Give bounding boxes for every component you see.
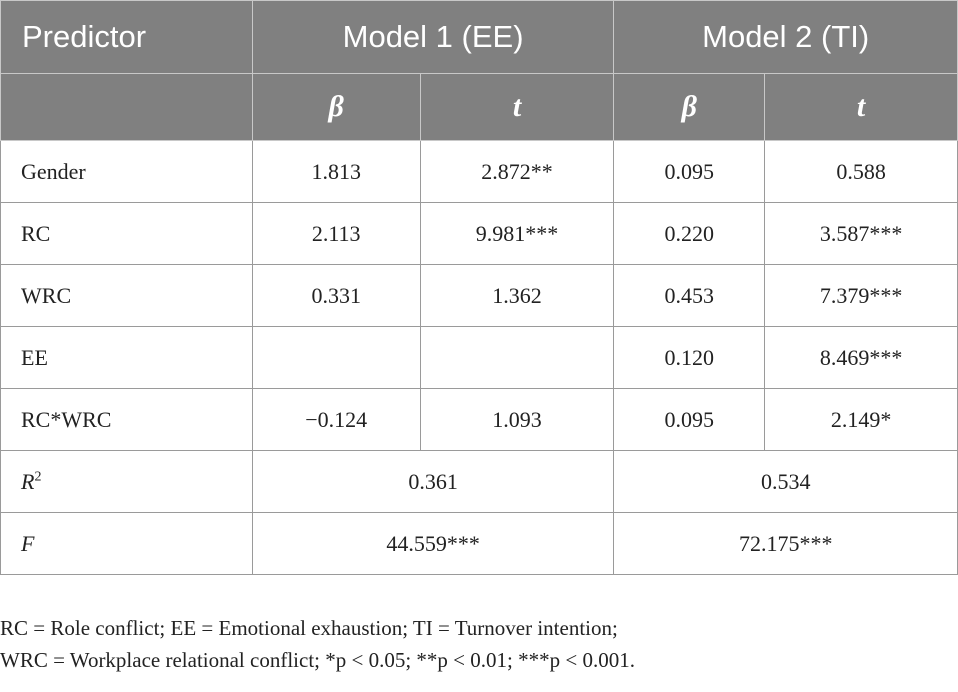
model2-beta-cell: 0.120 — [613, 326, 766, 389]
row-label: RC*WRC — [0, 388, 253, 451]
model2-t-cell: 8.469*** — [764, 326, 958, 389]
model2-t-cell: 3.587*** — [764, 202, 958, 265]
model2-f: 72.175*** — [613, 512, 958, 575]
model1-beta-cell: −0.124 — [251, 388, 421, 451]
model2-beta-cell: 0.095 — [613, 388, 766, 451]
row-label: WRC — [0, 264, 253, 327]
f-label: F — [0, 512, 253, 575]
r-squared-row: R2 0.361 0.534 — [0, 450, 958, 513]
model2-t-cell: 7.379*** — [764, 264, 958, 327]
r-squared-label-sup: 2 — [34, 469, 42, 485]
model2-beta-cell: 0.453 — [613, 264, 766, 327]
model1-t-cell — [419, 326, 615, 389]
model1-header: Model 1 (EE) — [251, 0, 615, 74]
model1-t-header: t — [419, 73, 615, 141]
model2-t-cell: 2.149* — [764, 388, 958, 451]
model2-t-header: t — [764, 73, 958, 141]
model1-f: 44.559*** — [251, 512, 615, 575]
header-row-stats: β t β t — [0, 73, 958, 141]
f-row: F 44.559*** 72.175*** — [0, 512, 958, 575]
model1-t-cell: 9.981*** — [419, 202, 615, 265]
r-squared-label-base: R — [21, 468, 35, 494]
header-row-models: Predictor Model 1 (EE) Model 2 (TI) — [0, 0, 958, 74]
model1-r-squared: 0.361 — [251, 450, 615, 513]
model2-beta-cell: 0.220 — [613, 202, 766, 265]
model2-beta-header: β — [613, 73, 766, 141]
model1-beta-cell: 1.813 — [251, 140, 421, 203]
row-label: RC — [0, 202, 253, 265]
table-row: WRC 0.331 1.362 0.453 7.379*** — [0, 264, 958, 327]
row-label: Gender — [0, 140, 253, 203]
model2-header: Model 2 (TI) — [613, 0, 958, 74]
model1-beta-cell — [251, 326, 421, 389]
model2-r-squared: 0.534 — [613, 450, 958, 513]
model1-beta-cell: 0.331 — [251, 264, 421, 327]
model1-t-cell: 1.093 — [419, 388, 615, 451]
note-line-1: RC = Role conflict; EE = Emotional exhau… — [0, 616, 618, 640]
model1-t-cell: 2.872** — [419, 140, 615, 203]
table-row: RC 2.113 9.981*** 0.220 3.587*** — [0, 202, 958, 265]
r-squared-label: R2 — [0, 450, 253, 513]
row-label: EE — [0, 326, 253, 389]
regression-table: Predictor Model 1 (EE) Model 2 (TI) β t … — [0, 0, 958, 575]
table-notes: RC = Role conflict; EE = Emotional exhau… — [0, 612, 958, 676]
model1-beta-header: β — [251, 73, 421, 141]
predictor-subheader-empty — [0, 73, 253, 141]
table-row: EE 0.120 8.469*** — [0, 326, 958, 389]
model1-t-cell: 1.362 — [419, 264, 615, 327]
table-row: RC*WRC −0.124 1.093 0.095 2.149* — [0, 388, 958, 451]
predictor-header: Predictor — [0, 0, 253, 74]
model2-beta-cell: 0.095 — [613, 140, 766, 203]
model2-t-cell: 0.588 — [764, 140, 958, 203]
table-row: Gender 1.813 2.872** 0.095 0.588 — [0, 140, 958, 203]
model1-beta-cell: 2.113 — [251, 202, 421, 265]
note-line-2: WRC = Workplace relational conflict; *p … — [0, 648, 635, 672]
